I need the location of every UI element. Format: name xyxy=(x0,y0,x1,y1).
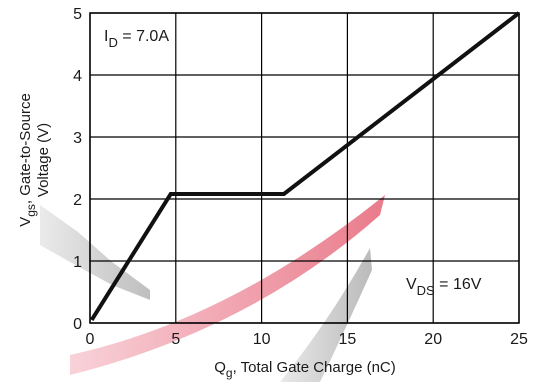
series-line-gate-charge xyxy=(90,11,521,321)
y-tick-label: 3 xyxy=(73,130,82,147)
plot-frame xyxy=(89,12,520,324)
watermark xyxy=(40,195,385,382)
x-tick-label: 10 xyxy=(253,331,271,348)
y-tick-labels: 0 1 2 3 4 5 xyxy=(73,6,82,333)
annotation-drain-current: ID = 7.0A xyxy=(104,28,169,50)
x-tick-label: 15 xyxy=(339,331,357,348)
y-tick-label: 2 xyxy=(73,192,82,209)
annotation-vds: VDS = 16V xyxy=(406,276,482,298)
x-tick-labels: 0 5 10 15 20 25 xyxy=(86,331,528,348)
y-tick-label: 4 xyxy=(73,68,82,85)
x-tick-label: 25 xyxy=(510,331,528,348)
y-axis-label-line1: Vgs, Gate-to-Source xyxy=(17,93,38,227)
y-tick-label: 1 xyxy=(73,254,82,271)
y-tick-label: 0 xyxy=(73,316,82,333)
x-axis-label: Qg, Total Gate Charge (nC) xyxy=(214,359,396,380)
x-tick-label: 0 xyxy=(86,331,95,348)
y-axis-label-line2: Voltage (V) xyxy=(35,123,52,197)
y-tick-label: 5 xyxy=(73,6,82,23)
x-tick-label: 5 xyxy=(171,331,180,348)
x-tick-label: 20 xyxy=(424,331,442,348)
